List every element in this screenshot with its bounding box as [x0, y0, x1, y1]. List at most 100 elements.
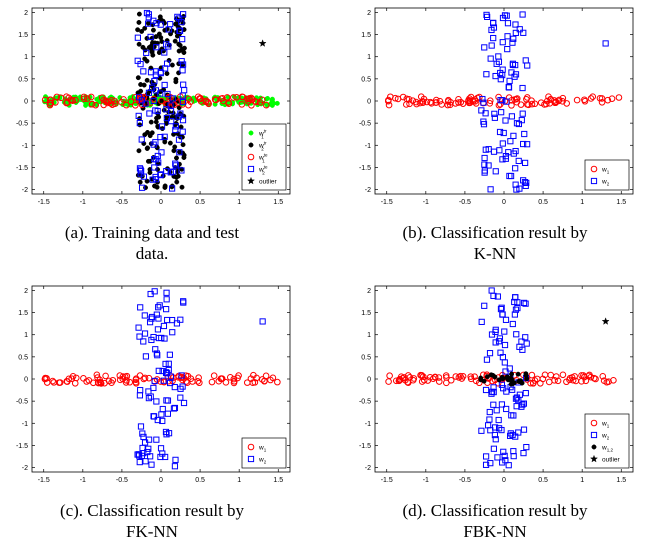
series-3: [41, 93, 270, 109]
data-point: [140, 433, 147, 441]
data-point: [503, 98, 510, 105]
data-point: [143, 49, 150, 56]
data-point: [178, 58, 185, 65]
caption-a: (a). Training data and test data.: [0, 222, 304, 264]
outlier-point: [259, 318, 266, 325]
data-point: [148, 461, 155, 468]
data-point: [520, 29, 527, 36]
data-point: [147, 170, 153, 176]
data-point: [169, 329, 176, 336]
legend-label: outlier: [259, 179, 278, 186]
data-point: [516, 26, 523, 33]
x-tick-label: 0: [159, 199, 163, 206]
data-point: [136, 333, 143, 340]
data-point: [137, 122, 143, 128]
data-point: [163, 106, 170, 113]
data-point: [161, 335, 168, 342]
data-point: [392, 94, 399, 102]
data-point: [150, 384, 157, 392]
data-point: [487, 55, 494, 62]
x-tick-label: 1.5: [616, 477, 626, 484]
data-point: [504, 375, 510, 381]
data-point: [471, 373, 478, 380]
data-point: [146, 319, 154, 326]
outlier-point: [602, 40, 609, 47]
data-point: [244, 95, 251, 103]
data-point: [426, 373, 434, 381]
data-point: [259, 96, 266, 104]
data-point: [208, 378, 216, 386]
data-point: [490, 445, 497, 452]
data-point: [169, 185, 176, 192]
data-point: [175, 136, 183, 143]
data-point: [138, 184, 146, 191]
data-point: [230, 375, 238, 383]
data-point: [155, 315, 162, 322]
y-tick-label: 0: [367, 377, 371, 384]
data-point: [139, 28, 145, 34]
data-point: [501, 341, 509, 349]
y-tick-label: 2: [24, 10, 28, 17]
y-tick-label: 0.5: [18, 76, 28, 83]
data-point: [615, 94, 623, 101]
data-point: [223, 94, 231, 101]
data-point: [515, 120, 523, 128]
data-point: [174, 13, 181, 20]
data-point: [265, 95, 271, 101]
data-point: [172, 160, 179, 167]
data-point: [447, 99, 454, 106]
data-point: [507, 138, 514, 145]
data-point: [80, 375, 87, 382]
data-point: [161, 81, 168, 89]
data-point: [478, 318, 485, 325]
y-tick-label: 0.5: [18, 354, 28, 361]
data-point: [195, 374, 202, 382]
data-point: [163, 369, 170, 376]
y-tick-label: 0: [367, 99, 371, 106]
data-point: [166, 57, 172, 63]
x-tick-label: -0.5: [116, 199, 128, 206]
data-point: [144, 146, 150, 151]
data-point: [247, 375, 255, 382]
series-3: [478, 371, 530, 387]
chart-a: -1.5 -1 -0.5 0 0.5 1 1.5 2 1.5 1 0.5 0 -0.5 -1 -1.5 -2 w…: [16, 7, 291, 206]
data-point: [539, 375, 547, 383]
y-tick-label: -0.5: [359, 121, 371, 128]
y-tick-label: -1.5: [16, 443, 28, 450]
data-point: [65, 375, 73, 383]
data-point: [152, 107, 159, 114]
legend-marker: [247, 165, 255, 173]
data-point: [484, 13, 491, 20]
data-point: [512, 395, 520, 402]
data-point: [559, 371, 567, 379]
data-point: [455, 374, 463, 381]
legend-box: [241, 437, 287, 469]
data-point: [177, 316, 184, 323]
data-point: [134, 451, 141, 458]
data-point: [506, 365, 513, 372]
x-tick-label: -0.5: [116, 477, 128, 484]
data-point: [431, 373, 439, 381]
data-point: [506, 172, 513, 180]
data-point: [179, 92, 186, 99]
data-point: [153, 34, 159, 40]
data-point: [145, 20, 151, 26]
legend-label: w1: [258, 445, 267, 453]
data-point: [488, 42, 495, 49]
legend-marker: [590, 165, 598, 173]
data-point: [511, 298, 518, 306]
data-point: [145, 11, 152, 18]
y-tick-label: 1: [24, 54, 28, 61]
y-tick-label: -1.5: [359, 165, 371, 172]
data-point: [161, 49, 168, 56]
data-point: [154, 416, 161, 424]
data-point: [165, 93, 172, 101]
data-point: [486, 97, 494, 105]
data-point: [123, 101, 130, 109]
data-point: [520, 177, 527, 184]
y-tick-label: -1: [22, 143, 28, 150]
legend-marker: [591, 444, 597, 450]
data-point: [479, 95, 486, 103]
data-point: [499, 459, 506, 466]
data-point: [137, 387, 144, 394]
